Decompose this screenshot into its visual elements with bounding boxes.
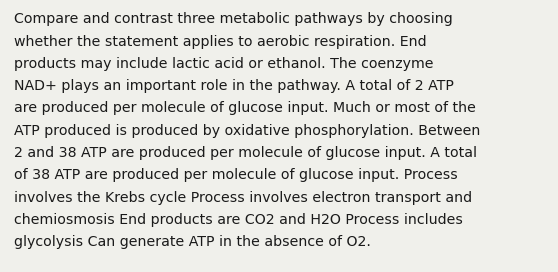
Text: of 38 ATP are produced per molecule of glucose input. Process: of 38 ATP are produced per molecule of g…	[14, 168, 458, 182]
Text: whether the statement applies to aerobic respiration. End: whether the statement applies to aerobic…	[14, 35, 426, 48]
Text: glycolysis Can generate ATP in the absence of O2.: glycolysis Can generate ATP in the absen…	[14, 235, 371, 249]
Text: involves the Krebs cycle Process involves electron transport and: involves the Krebs cycle Process involve…	[14, 191, 472, 205]
Text: ATP produced is produced by oxidative phosphorylation. Between: ATP produced is produced by oxidative ph…	[14, 124, 480, 138]
Text: chemiosmosis End products are CO2 and H2O Process includes: chemiosmosis End products are CO2 and H2…	[14, 213, 463, 227]
Text: NAD+ plays an important role in the pathway. A total of 2 ATP: NAD+ plays an important role in the path…	[14, 79, 454, 93]
Text: 2 and 38 ATP are produced per molecule of glucose input. A total: 2 and 38 ATP are produced per molecule o…	[14, 146, 477, 160]
Text: are produced per molecule of glucose input. Much or most of the: are produced per molecule of glucose inp…	[14, 101, 476, 115]
Text: products may include lactic acid or ethanol. The coenzyme: products may include lactic acid or etha…	[14, 57, 434, 71]
Text: Compare and contrast three metabolic pathways by choosing: Compare and contrast three metabolic pat…	[14, 12, 453, 26]
